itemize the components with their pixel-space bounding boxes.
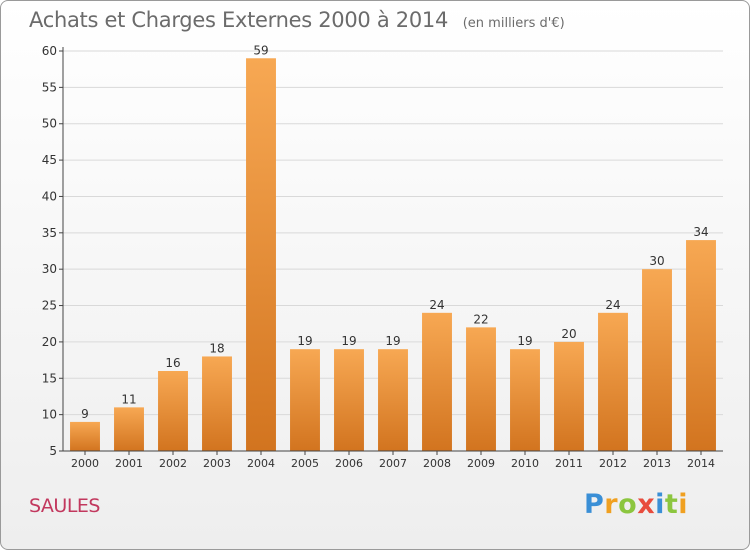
location-label: SAULES [29, 495, 100, 517]
bar [158, 371, 188, 451]
bar [510, 349, 540, 451]
bar [114, 407, 144, 451]
data-label: 16 [165, 356, 180, 370]
x-tick-label: 2011 [555, 457, 583, 470]
x-tick-label: 2001 [115, 457, 143, 470]
x-tick-label: 2003 [203, 457, 231, 470]
data-label: 59 [253, 43, 268, 57]
logo-letter: x [637, 489, 656, 520]
x-tick-label: 2013 [643, 457, 671, 470]
bar [642, 269, 672, 451]
data-label: 19 [385, 334, 400, 348]
data-label: 22 [473, 312, 488, 326]
y-tick-label: 45 [42, 153, 57, 167]
y-tick-label: 15 [42, 371, 57, 385]
bar [686, 240, 716, 451]
bar [422, 312, 452, 451]
y-tick-label: 40 [42, 189, 57, 203]
x-tick-label: 2005 [291, 457, 319, 470]
x-tick-label: 2002 [159, 457, 187, 470]
proxiti-logo: Proxiti [584, 489, 688, 520]
bar [290, 349, 320, 451]
x-tick-label: 2012 [599, 457, 627, 470]
data-label: 19 [297, 334, 312, 348]
y-tick-label: 5 [49, 444, 57, 458]
data-label: 11 [121, 392, 136, 406]
data-label: 19 [341, 334, 356, 348]
y-tick-label: 50 [42, 117, 57, 131]
x-tick-label: 2009 [467, 457, 495, 470]
bar [378, 349, 408, 451]
x-tick-label: 2014 [687, 457, 715, 470]
logo-letter: i [678, 489, 689, 520]
data-label: 30 [649, 254, 664, 268]
data-label: 24 [429, 298, 444, 312]
chart-title: Achats et Charges Externes 2000 à 2014 [29, 8, 449, 32]
x-tick-label: 2006 [335, 457, 363, 470]
logo-letter: P [584, 489, 605, 520]
logo-letter: o [618, 489, 638, 520]
y-tick-label: 55 [42, 80, 57, 94]
y-tick-label: 60 [42, 44, 57, 58]
bar [466, 327, 496, 451]
x-tick-label: 2008 [423, 457, 451, 470]
bar [202, 356, 232, 451]
bar [554, 341, 584, 451]
bar [246, 58, 276, 451]
logo-letter: i [655, 489, 665, 520]
bar [334, 349, 364, 451]
x-tick-label: 2000 [71, 457, 99, 470]
data-label: 34 [693, 225, 708, 239]
chart-title-block: Achats et Charges Externes 2000 à 2014 (… [29, 8, 565, 32]
data-label: 18 [209, 341, 224, 355]
data-label: 20 [561, 327, 576, 341]
bar [70, 421, 100, 451]
data-label: 19 [517, 334, 532, 348]
x-tick-label: 2007 [379, 457, 407, 470]
x-tick-label: 2010 [511, 457, 539, 470]
bar [598, 312, 628, 451]
y-tick-label: 10 [42, 408, 57, 422]
logo-letter: t [664, 489, 679, 520]
data-label: 9 [81, 407, 89, 421]
logo-letter: r [604, 489, 619, 520]
data-label: 24 [605, 298, 620, 312]
chart-subtitle: (en milliers d'€) [462, 16, 565, 31]
y-tick-label: 30 [42, 262, 57, 276]
y-tick-label: 25 [42, 299, 57, 313]
x-tick-label: 2004 [247, 457, 275, 470]
y-tick-label: 20 [42, 335, 57, 349]
y-tick-label: 35 [42, 226, 57, 240]
